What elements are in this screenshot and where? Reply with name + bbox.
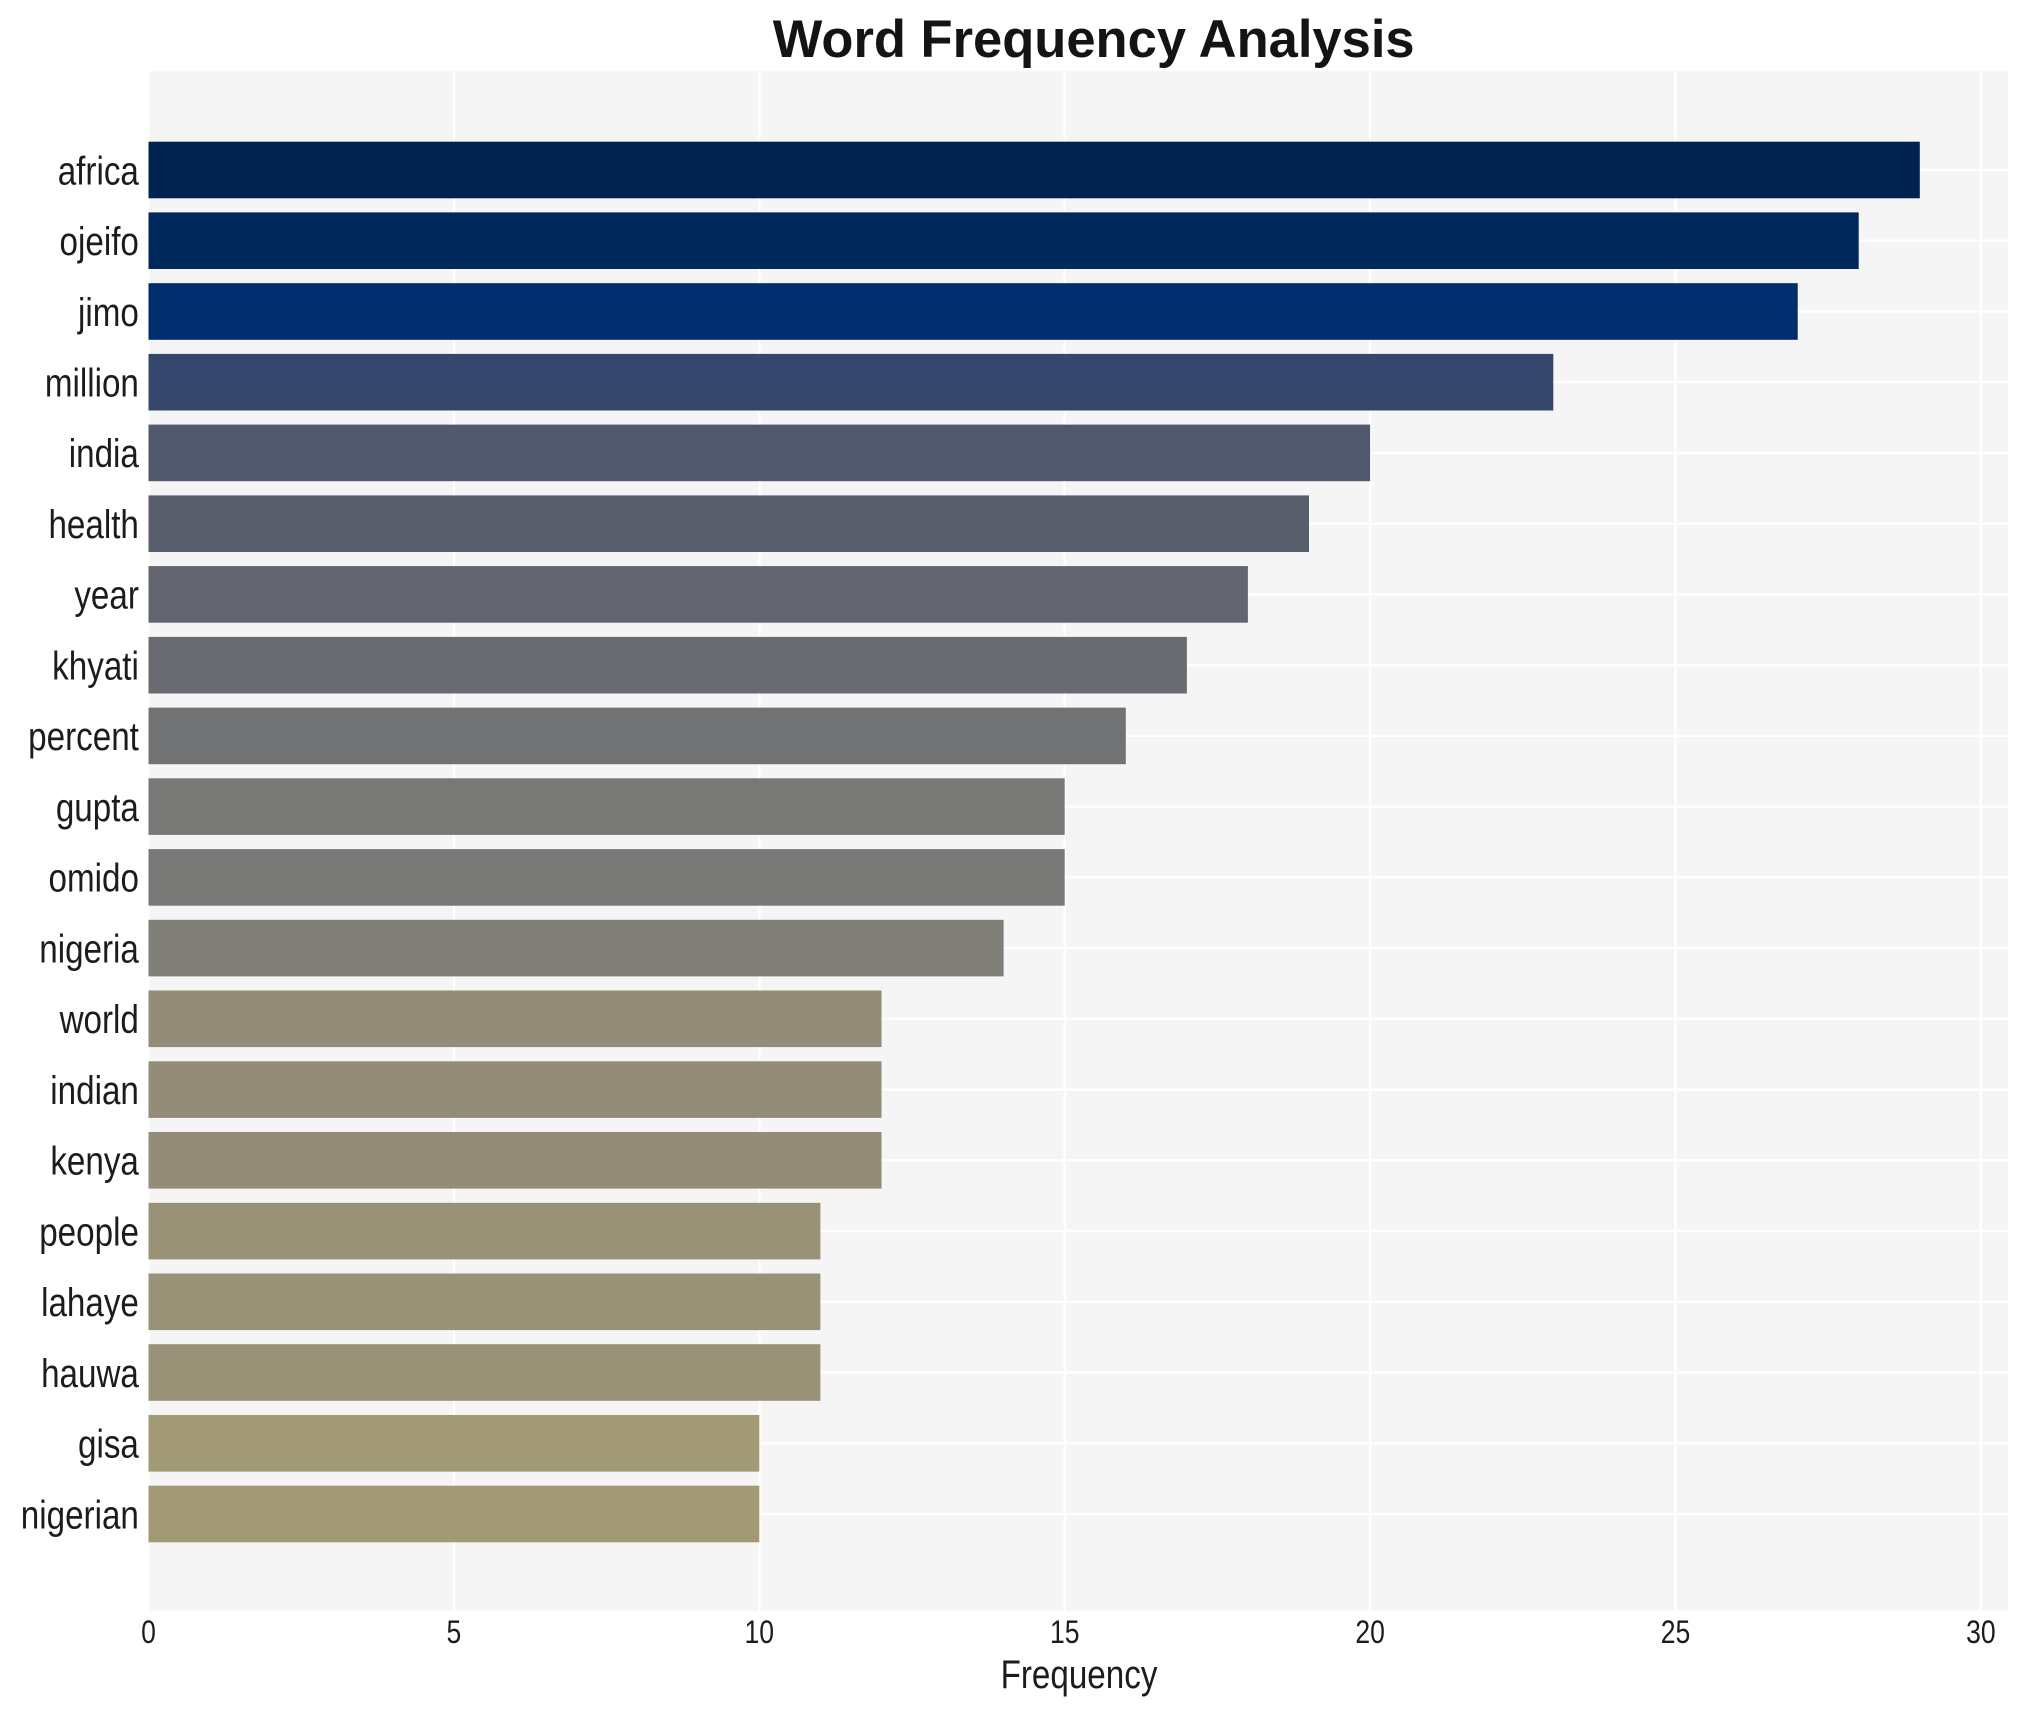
svg-text:15: 15 [1050, 1615, 1080, 1651]
svg-text:world: world [59, 997, 139, 1042]
svg-text:indian: indian [50, 1068, 139, 1113]
svg-text:million: million [45, 361, 139, 406]
svg-text:20: 20 [1355, 1615, 1385, 1651]
svg-text:year: year [74, 573, 139, 618]
svg-text:10: 10 [745, 1615, 775, 1651]
svg-text:india: india [69, 431, 140, 476]
svg-text:lahaye: lahaye [41, 1280, 139, 1325]
svg-text:ojeifo: ojeifo [60, 219, 139, 264]
svg-text:percent: percent [28, 714, 139, 759]
svg-text:30: 30 [1966, 1615, 1996, 1651]
svg-text:people: people [39, 1209, 139, 1254]
svg-text:omido: omido [48, 856, 138, 901]
svg-text:Frequency: Frequency [1001, 1652, 1158, 1697]
svg-text:africa: africa [58, 148, 140, 193]
svg-text:25: 25 [1661, 1615, 1691, 1651]
svg-text:5: 5 [447, 1615, 462, 1651]
svg-text:Word Frequency Analysis: Word Frequency Analysis [773, 10, 1415, 69]
svg-text:hauwa: hauwa [41, 1351, 139, 1396]
svg-text:kenya: kenya [50, 1139, 139, 1184]
svg-text:nigerian: nigerian [21, 1492, 139, 1537]
svg-text:khyati: khyati [52, 644, 139, 689]
svg-text:0: 0 [141, 1615, 156, 1651]
svg-text:nigeria: nigeria [39, 926, 139, 971]
svg-text:jimo: jimo [77, 290, 139, 335]
svg-text:health: health [48, 502, 138, 547]
svg-text:gisa: gisa [78, 1422, 139, 1467]
svg-text:gupta: gupta [56, 785, 140, 830]
